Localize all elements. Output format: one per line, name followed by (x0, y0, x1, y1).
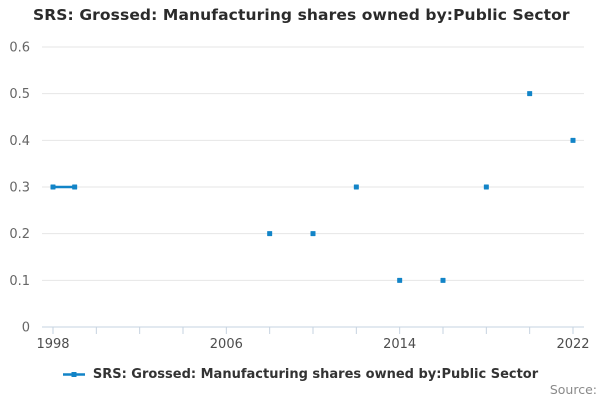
y-tick-label: 0.6 (9, 40, 30, 55)
x-tick-label: 2006 (210, 337, 243, 352)
chart-title: SRS: Grossed: Manufacturing shares owned… (33, 6, 570, 24)
data-point-marker (527, 91, 533, 97)
x-tick-label: 1998 (36, 337, 69, 352)
y-tick-label: 0.1 (9, 274, 30, 289)
data-point-marker (570, 137, 576, 143)
series-legend-label: SRS: Grossed: Manufacturing shares owned… (92, 366, 539, 382)
source-label: Source: (549, 382, 597, 397)
y-tick-label: 0.5 (9, 87, 30, 102)
data-point-marker (397, 277, 403, 283)
data-point-marker (353, 184, 359, 190)
data-point-marker (267, 231, 273, 237)
x-tick-label: 2022 (556, 337, 589, 352)
data-point-marker (440, 277, 446, 283)
x-tick-label: 2014 (383, 337, 416, 352)
y-tick-label: 0.3 (9, 180, 30, 195)
y-tick-label: 0.2 (9, 227, 30, 242)
y-tick-label: 0 (22, 321, 30, 336)
data-point-marker (50, 184, 56, 190)
data-point-marker (483, 184, 489, 190)
series-legend-marker-icon (62, 371, 85, 377)
y-tick-label: 0.4 (9, 134, 30, 149)
data-point-marker (72, 184, 78, 190)
data-point-marker (310, 231, 316, 237)
legend-item[interactable]: SRS: Grossed: Manufacturing shares owned… (0, 365, 600, 383)
plot-area: 0 0.1 0.2 0.3 0.4 0.5 0.6 1998 2006 2014 2022 (9, 40, 589, 352)
